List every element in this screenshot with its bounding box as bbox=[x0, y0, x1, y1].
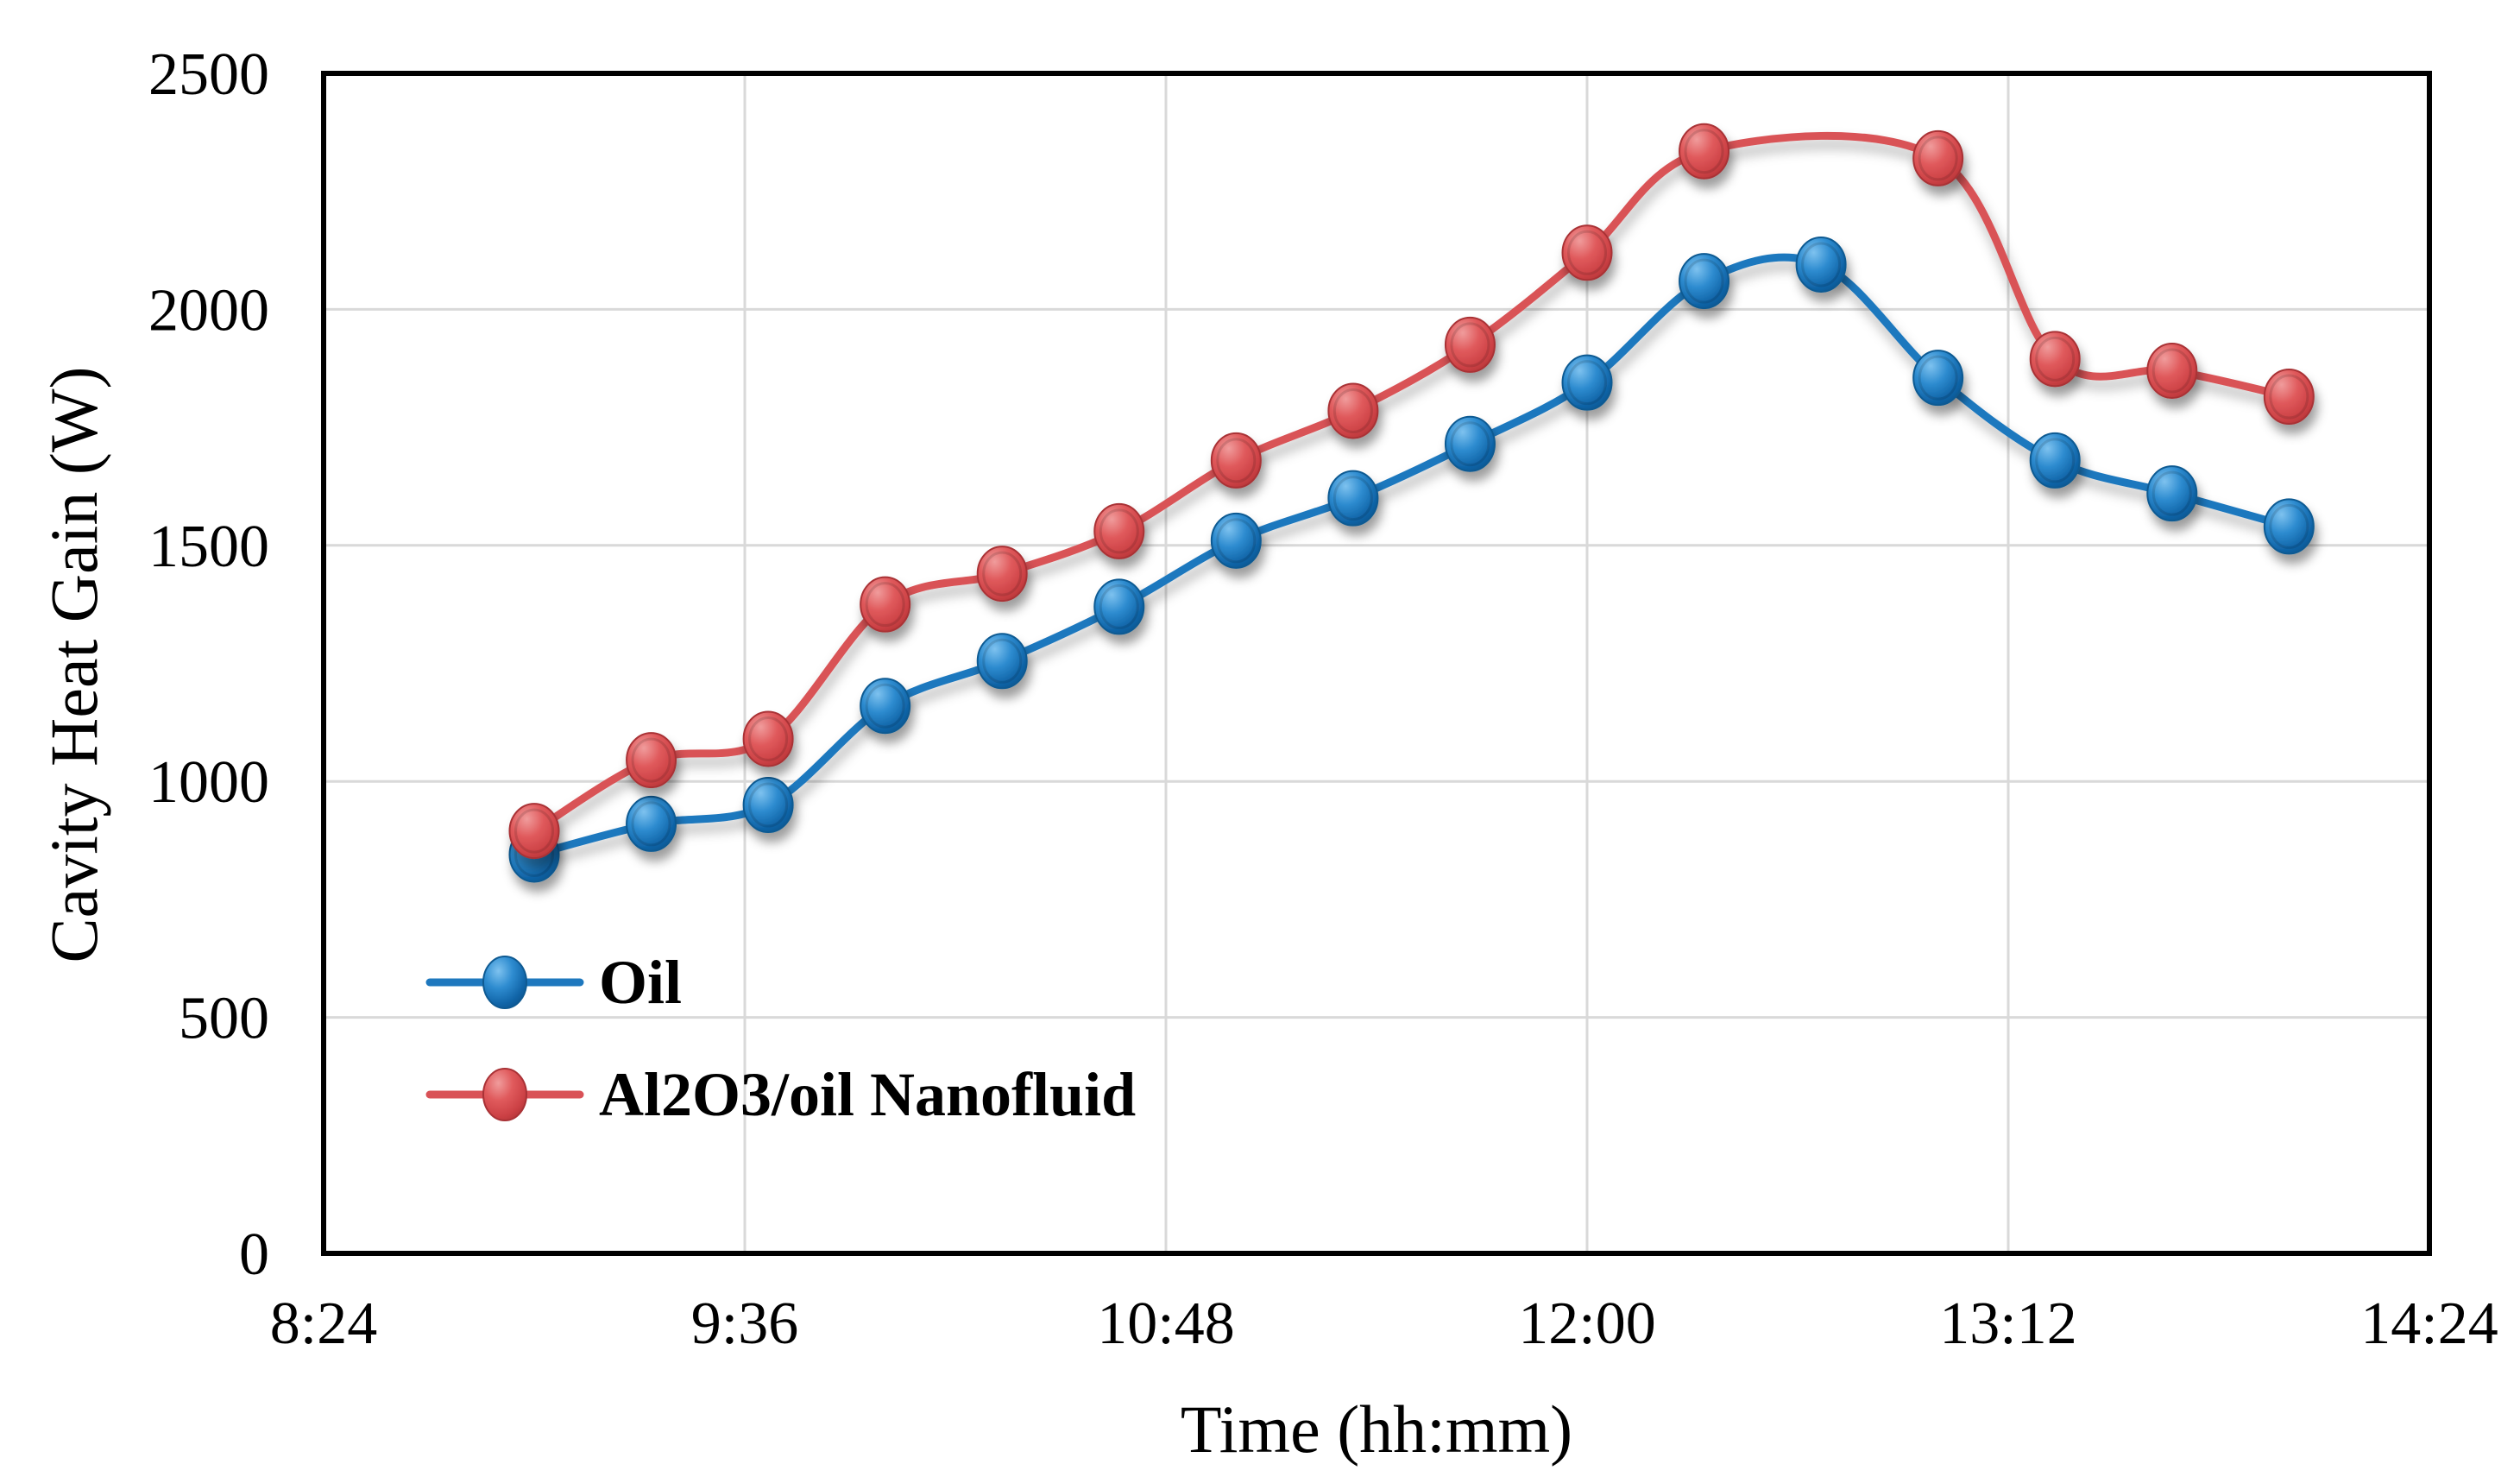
data-point-ring-icon bbox=[748, 716, 789, 761]
data-point-ring-icon bbox=[865, 683, 905, 729]
legend-marker-oil-icon bbox=[482, 956, 527, 1009]
data-point-ring-icon bbox=[1918, 355, 1958, 401]
data-point-oil-13:20 bbox=[2029, 432, 2081, 489]
legend-label-nanofluid: Al2O3/oil Nanofluid bbox=[599, 1060, 1136, 1129]
legend-item-nanofluid: Al2O3/oil Nanofluid bbox=[425, 1060, 1136, 1129]
data-point-nanofluid-10:40 bbox=[1093, 502, 1145, 559]
series-line-oil bbox=[530, 253, 2293, 859]
y-tick-0: 0 bbox=[239, 1221, 269, 1288]
data-point-ring-icon bbox=[631, 737, 671, 783]
data-point-ring-icon bbox=[1216, 518, 1257, 564]
data-point-ring-icon bbox=[2035, 438, 2076, 483]
data-point-ring-icon bbox=[1684, 258, 1724, 304]
data-point-ring-icon bbox=[1332, 388, 1373, 433]
data-point-ring-icon bbox=[1450, 322, 1490, 368]
data-point-oil-14:00 bbox=[2263, 498, 2315, 555]
data-point-ring-icon bbox=[1450, 421, 1490, 467]
x-tick-8:24: 8:24 bbox=[270, 1291, 377, 1357]
data-point-ring-icon bbox=[514, 808, 554, 854]
x-tick-10:48: 10:48 bbox=[1097, 1291, 1234, 1357]
data-point-ring-icon bbox=[2269, 374, 2309, 420]
y-tick-2500: 2500 bbox=[148, 41, 269, 108]
data-point-oil-11:00 bbox=[1210, 512, 1262, 569]
data-point-nanofluid-14:00 bbox=[2263, 369, 2315, 426]
x-tick-9:36: 9:36 bbox=[691, 1291, 798, 1357]
data-point-ring-icon bbox=[1216, 438, 1257, 483]
series-markers-oil bbox=[508, 236, 2315, 883]
data-point-nanofluid-11:00 bbox=[1210, 432, 1262, 489]
data-point-oil-12:20 bbox=[1679, 253, 1730, 310]
data-point-oil-10:40 bbox=[1093, 578, 1145, 635]
data-point-ring-icon bbox=[2269, 503, 2309, 549]
data-point-ring-icon bbox=[982, 638, 1023, 684]
data-point-nanofluid-10:00 bbox=[860, 576, 911, 633]
data-point-nanofluid-9:40 bbox=[742, 710, 794, 767]
y-tick-2000: 2000 bbox=[148, 277, 269, 344]
x-axis-title: Time (hh:mm) bbox=[1181, 1391, 1572, 1467]
x-tick-12:00: 12:00 bbox=[1518, 1291, 1655, 1357]
data-point-ring-icon bbox=[1332, 476, 1373, 521]
data-point-oil-12:00 bbox=[1561, 354, 1613, 411]
data-point-oil-13:00 bbox=[1912, 350, 1964, 407]
data-point-ring-icon bbox=[2151, 470, 2192, 516]
data-point-oil-11:20 bbox=[1327, 470, 1379, 527]
data-point-ring-icon bbox=[1567, 360, 1607, 406]
data-point-oil-9:20 bbox=[626, 795, 677, 852]
data-point-nanofluid-12:00 bbox=[1561, 224, 1613, 281]
data-point-ring-icon bbox=[2035, 336, 2076, 382]
x-tick-13:12: 13:12 bbox=[1939, 1291, 2076, 1357]
data-point-ring-icon bbox=[982, 551, 1023, 596]
data-point-oil-12:40 bbox=[1795, 236, 1847, 293]
data-point-oil-13:40 bbox=[2146, 465, 2198, 522]
x-tick-14:24: 14:24 bbox=[2360, 1291, 2498, 1357]
data-point-nanofluid-13:40 bbox=[2146, 342, 2198, 399]
data-point-nanofluid-9:20 bbox=[626, 732, 677, 789]
data-point-ring-icon bbox=[1918, 136, 1958, 181]
data-point-nanofluid-13:20 bbox=[2029, 331, 2081, 388]
y-axis-title: Cavity Heat Gain (W) bbox=[36, 367, 111, 963]
data-point-ring-icon bbox=[2151, 348, 2192, 394]
data-point-nanofluid-11:40 bbox=[1444, 316, 1496, 373]
legend-marker-nanofluid-icon bbox=[482, 1068, 527, 1121]
legend-item-oil: Oil bbox=[425, 948, 682, 1017]
x-axis-tick-labels: 8:24 9:36 10:48 12:00 13:12 14:24 bbox=[270, 1291, 2498, 1357]
data-point-ring-icon bbox=[1099, 584, 1139, 629]
series-layer bbox=[508, 123, 2315, 883]
data-point-ring-icon bbox=[631, 801, 671, 847]
y-tick-1000: 1000 bbox=[148, 749, 269, 816]
data-point-nanofluid-11:20 bbox=[1327, 382, 1379, 439]
data-point-nanofluid-9:00 bbox=[508, 803, 560, 860]
data-point-nanofluid-12:20 bbox=[1679, 123, 1730, 180]
data-point-oil-10:20 bbox=[976, 633, 1028, 690]
data-point-ring-icon bbox=[748, 782, 789, 828]
legend-label-oil: Oil bbox=[599, 948, 682, 1017]
data-point-oil-9:40 bbox=[742, 777, 794, 834]
data-point-oil-10:00 bbox=[860, 678, 911, 735]
data-point-ring-icon bbox=[1099, 508, 1139, 554]
series-line-al2o3-oil-nanofluid bbox=[530, 131, 2293, 836]
y-tick-500: 500 bbox=[179, 986, 269, 1052]
data-point-ring-icon bbox=[1684, 129, 1724, 174]
data-point-oil-11:40 bbox=[1444, 415, 1496, 472]
data-point-ring-icon bbox=[1801, 242, 1842, 287]
y-tick-1500: 1500 bbox=[148, 514, 269, 580]
legend: Oil Al2O3/oil Nanofluid bbox=[425, 948, 1136, 1129]
data-point-nanofluid-10:20 bbox=[976, 546, 1028, 603]
data-point-ring-icon bbox=[1567, 230, 1607, 275]
data-point-ring-icon bbox=[865, 582, 905, 628]
plot-border bbox=[321, 71, 2432, 1256]
data-point-nanofluid-13:00 bbox=[1912, 129, 1964, 186]
series-markers-nanofluid bbox=[508, 123, 2315, 860]
y-axis-tick-labels: 0 500 1000 1500 2000 2500 bbox=[148, 41, 269, 1288]
